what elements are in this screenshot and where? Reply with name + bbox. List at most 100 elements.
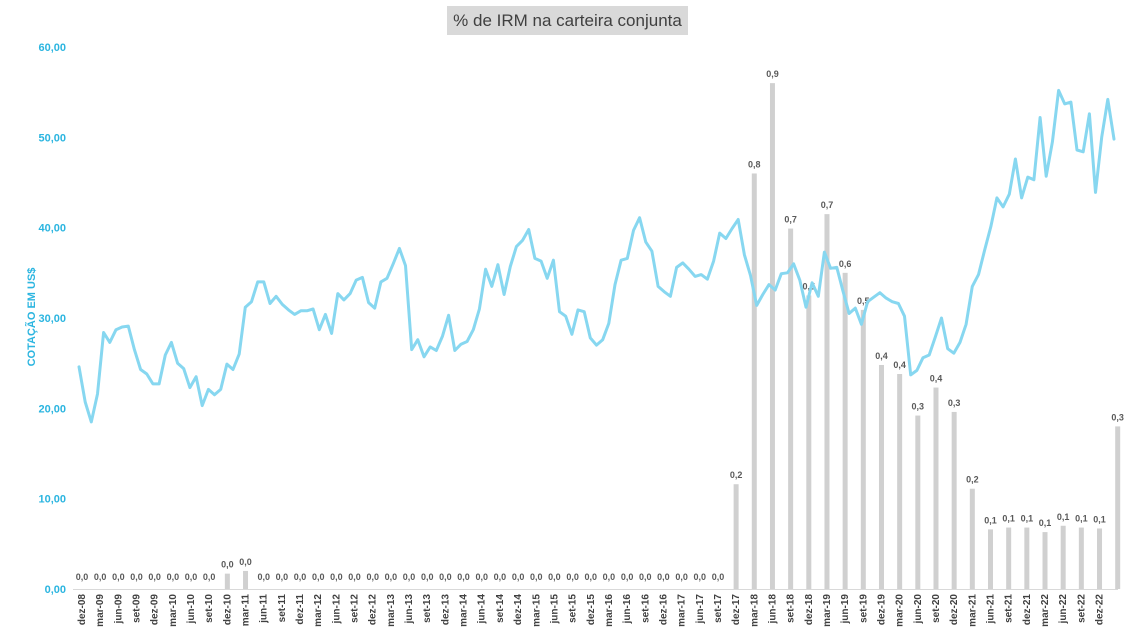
- x-tick-label: dez-08: [77, 594, 88, 626]
- bar-data-label: 0,0: [439, 572, 452, 582]
- bar-data-label: 0,0: [130, 572, 143, 582]
- bar-data-label: 0,6: [839, 259, 852, 269]
- bar-data-label: 0,0: [203, 572, 216, 582]
- bar-data-label: 0,1: [1039, 518, 1052, 528]
- bar-data-label: 0,0: [239, 557, 252, 567]
- bar-data-label: 0,4: [930, 374, 943, 384]
- x-tick-label: set-21: [1004, 594, 1015, 623]
- bar: [988, 529, 993, 589]
- x-tick-label: set-09: [132, 594, 143, 623]
- y-tick-label: 40,00: [38, 223, 66, 235]
- x-tick-label: dez-15: [586, 594, 597, 626]
- x-tick-label: jun-15: [549, 594, 560, 625]
- x-tick-label: jun-22: [1058, 594, 1069, 625]
- x-tick-label: mar-20: [895, 594, 906, 627]
- x-tick-label: mar-16: [604, 594, 615, 627]
- bar-data-label: 0,0: [530, 572, 543, 582]
- bar-data-label: 0,4: [875, 351, 888, 361]
- bar-data-label: 0,0: [457, 572, 470, 582]
- bar-data-label: 0,0: [94, 572, 107, 582]
- bar: [1006, 527, 1012, 589]
- x-tick-label: set-13: [422, 594, 433, 623]
- bar-data-label: 0,8: [748, 159, 761, 169]
- y-tick-label: 60,00: [38, 42, 66, 54]
- x-tick-label: dez-19: [876, 594, 887, 626]
- x-tick-label: mar-22: [1040, 594, 1051, 627]
- y-tick-label: 0,00: [45, 584, 66, 596]
- bar-data-label: 0,1: [1093, 514, 1106, 524]
- x-tick-label: mar-15: [531, 594, 542, 627]
- bar-data-label: 0,0: [548, 572, 561, 582]
- x-tick-label: dez-20: [949, 594, 960, 626]
- x-tick-label: dez-16: [658, 594, 669, 626]
- x-tick-label: mar-12: [313, 594, 324, 627]
- bar-data-label: 0,0: [512, 572, 525, 582]
- bar-data-label: 0,0: [330, 572, 343, 582]
- x-tick-label: set-20: [931, 594, 942, 623]
- x-tick-label: mar-19: [822, 594, 833, 627]
- bar-data-label: 0,0: [312, 572, 325, 582]
- bar: [1115, 426, 1121, 589]
- bar-data-label: 0,0: [603, 572, 616, 582]
- bar-data-label: 0,0: [712, 572, 725, 582]
- bar-data-label: 0,0: [639, 572, 652, 582]
- x-tick-label: jun-21: [986, 594, 997, 625]
- bar-data-label: 0,3: [912, 402, 925, 412]
- x-tick-label: set-17: [713, 594, 724, 623]
- x-tick-label: mar-14: [459, 594, 470, 627]
- x-tick-label: dez-14: [513, 594, 524, 626]
- x-tick-label: jun-09: [113, 594, 124, 625]
- bar-data-label: 0,0: [294, 572, 307, 582]
- y-tick-label: 30,00: [38, 313, 66, 325]
- y-tick-label: 10,00: [38, 494, 66, 506]
- x-tick-label: jun-17: [695, 594, 706, 625]
- x-tick-label: jun-11: [259, 594, 270, 624]
- bar: [733, 484, 739, 589]
- x-tick-label: jun-12: [331, 594, 342, 625]
- bar-data-label: 0,0: [76, 572, 89, 582]
- x-tick-label: set-19: [858, 594, 869, 623]
- bar-data-label: 0,1: [984, 515, 997, 525]
- bar-data-label: 0,0: [221, 560, 234, 570]
- x-tick-label: dez-22: [1095, 594, 1106, 626]
- bar-data-label: 0,1: [1057, 512, 1070, 522]
- x-tick-label: dez-21: [1022, 594, 1033, 626]
- x-tick-label: set-22: [1076, 594, 1087, 623]
- bar-data-label: 0,0: [403, 572, 416, 582]
- x-tick-label: dez-12: [368, 594, 379, 626]
- bar: [878, 364, 884, 589]
- bar-data-label: 0,1: [1075, 514, 1088, 524]
- bar-data-label: 0,7: [784, 215, 797, 225]
- x-tick-label: set-16: [640, 594, 651, 623]
- x-tick-label: set-12: [350, 594, 361, 623]
- x-tick-label: set-15: [568, 594, 579, 623]
- bar-data-label: 0,0: [494, 572, 507, 582]
- x-tick-label: mar-21: [967, 594, 978, 627]
- bar: [897, 374, 903, 589]
- x-tick-label: set-18: [786, 594, 797, 623]
- x-tick-label: dez-10: [222, 594, 233, 626]
- x-tick-label: mar-11: [241, 594, 252, 627]
- bar-data-label: 0,0: [276, 572, 289, 582]
- bar-data-label: 0,2: [730, 470, 743, 480]
- bar: [1078, 527, 1084, 589]
- x-tick-label: dez-17: [731, 594, 742, 626]
- bar-data-label: 0,7: [821, 200, 834, 210]
- bar-data-label: 0,0: [185, 572, 198, 582]
- bar-data-label: 0,0: [475, 572, 488, 582]
- x-tick-label: jun-19: [840, 594, 851, 625]
- y-tick-label: 20,00: [38, 403, 66, 415]
- x-tick-label: dez-18: [804, 594, 815, 626]
- bar-data-label: 0,0: [348, 572, 361, 582]
- bar-data-label: 0,0: [566, 572, 579, 582]
- bar-data-label: 0,0: [585, 572, 598, 582]
- x-tick-label: set-14: [495, 594, 506, 623]
- y-tick-label: 50,00: [38, 132, 66, 144]
- bar: [806, 295, 812, 589]
- x-tick-label: jun-18: [767, 594, 778, 625]
- bar-data-label: 0,0: [657, 572, 670, 582]
- bar-data-label: 0,4: [893, 360, 906, 370]
- x-tick-label: jun-16: [622, 594, 633, 625]
- chart-title: % de IRM na carteira conjunta: [447, 6, 688, 35]
- bar-data-label: 0,0: [257, 572, 270, 582]
